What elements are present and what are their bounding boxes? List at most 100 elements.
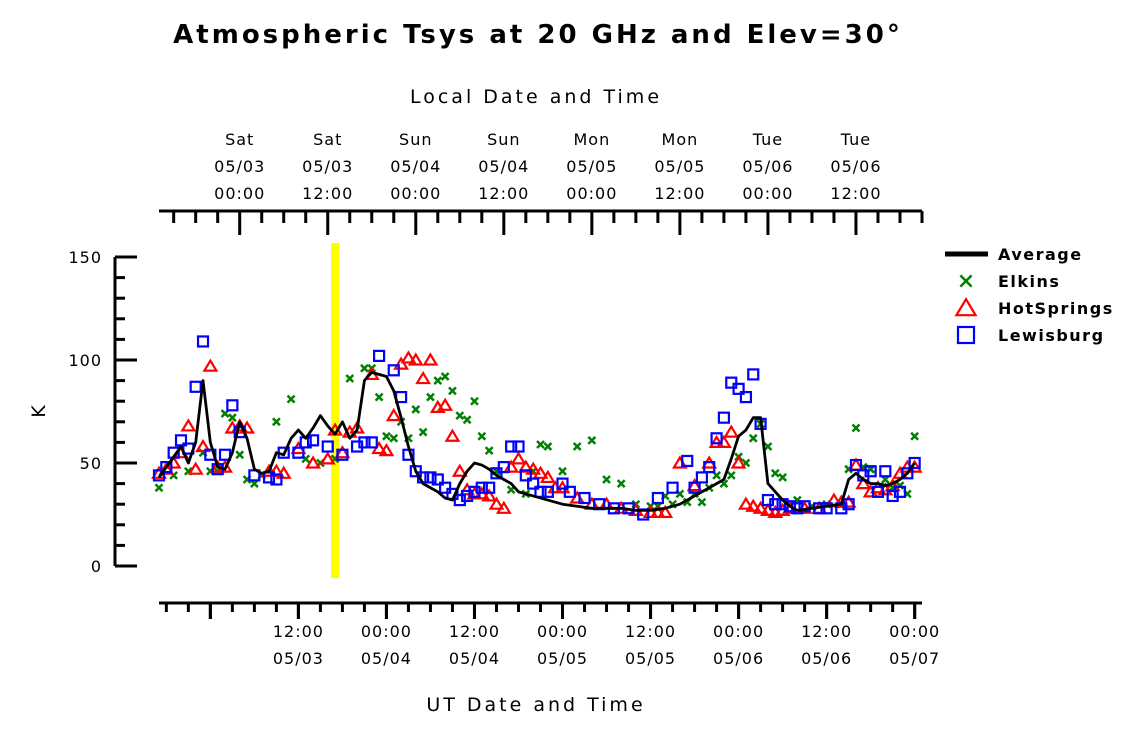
bottom-tick-time: 12:00 [273, 622, 324, 641]
point-hotsprings [737, 496, 754, 510]
point-lewisburg [769, 498, 782, 511]
point-elkins [462, 415, 472, 425]
point-lewisburg [424, 471, 437, 484]
point-hotsprings [752, 500, 769, 514]
point-lewisburg [336, 448, 349, 461]
point-elkins [697, 497, 707, 507]
top-tick-labels: Sat 05/03 00:00 Sat 05/03 12:00 Sun 05/04 00:00 S… [214, 130, 880, 203]
bottom-tick-time: 00:00 [889, 622, 940, 641]
top-tick-date: 05/05 [566, 157, 617, 176]
bottom-tick-date: 05/06 [801, 649, 852, 668]
point-elkins [440, 372, 450, 381]
point-lewisburg [160, 461, 173, 474]
point-hotsprings [649, 504, 666, 519]
point-elkins [558, 466, 567, 476]
top-tick-time: 00:00 [390, 184, 441, 203]
point-elkins [572, 442, 582, 451]
bottom-tick-time: 00:00 [713, 622, 764, 641]
point-lewisburg [505, 440, 518, 453]
point-elkins [770, 468, 780, 478]
bottom-tick-time: 12:00 [801, 622, 852, 641]
point-hotsprings [715, 434, 732, 448]
point-hotsprings [532, 465, 549, 479]
point-elkins [235, 450, 245, 460]
bottom-tick-time: 00:00 [361, 622, 412, 641]
bottom-tick-time: 00:00 [537, 622, 588, 641]
point-lewisburg [556, 477, 569, 490]
point-hotsprings [202, 358, 219, 372]
point-lewisburg [681, 454, 694, 468]
legend-label: Lewisburg [998, 326, 1105, 345]
point-elkins [382, 431, 391, 441]
point-elkins [587, 435, 597, 445]
point-elkins [543, 442, 553, 451]
top-tick-time: 00:00 [214, 184, 265, 203]
point-elkins [536, 440, 545, 449]
point-elkins [448, 386, 457, 396]
top-tick-date: 05/06 [742, 157, 793, 176]
point-hotsprings [268, 463, 285, 477]
point-hotsprings [385, 407, 402, 422]
point-elkins [272, 417, 281, 427]
point-elkins [227, 413, 237, 423]
point-hotsprings [195, 438, 211, 453]
top-tick-date: 05/03 [214, 157, 265, 176]
point-lewisburg [864, 465, 877, 478]
bottom-tick-date: 05/06 [713, 649, 764, 668]
legend-swatch-hotsprings [954, 297, 978, 317]
bottom-tick-date: 05/03 [273, 649, 324, 668]
point-lewisburg [196, 335, 210, 348]
point-lewisburg [871, 485, 885, 498]
bottom-tick-time: 12:00 [625, 622, 676, 641]
point-elkins [477, 431, 487, 441]
point-lewisburg [519, 469, 532, 482]
bottom-tick-date: 05/07 [889, 649, 940, 668]
point-lewisburg [783, 500, 797, 513]
point-elkins [616, 479, 626, 488]
point-elkins [389, 433, 399, 443]
point-lewisburg [563, 485, 576, 498]
top-tick-day: Sun [487, 130, 520, 149]
point-elkins [426, 392, 435, 402]
top-tick-day: Sat [225, 130, 254, 149]
point-hotsprings [305, 455, 322, 469]
y-tick-label: 100 [68, 351, 102, 370]
y-tick-labels: 0 50 100 150 [68, 248, 102, 576]
top-tick-time: 00:00 [566, 184, 617, 203]
point-hotsprings [451, 463, 468, 477]
legend-item-lewisburg: Lewisburg [956, 325, 1105, 345]
legend-item-elkins: Elkins [959, 272, 1059, 291]
point-lewisburg [527, 477, 540, 490]
point-lewisburg [739, 390, 753, 404]
point-elkins [602, 475, 611, 484]
point-lewisburg [901, 467, 914, 480]
point-lewisburg [849, 458, 863, 472]
y-tick-label: 50 [80, 454, 102, 473]
point-hotsprings [275, 465, 292, 479]
point-elkins [411, 405, 421, 414]
point-hotsprings [481, 488, 498, 502]
point-hotsprings [495, 500, 512, 514]
chart-title: Atmospheric Tsys at 20 GHz and Elev=30° [173, 20, 903, 50]
legend-item-average: Average [945, 245, 1081, 264]
point-lewisburg [717, 411, 731, 424]
top-tick-time: 00:00 [742, 184, 793, 203]
point-hotsprings [422, 352, 439, 366]
bottom-tick-date: 05/04 [449, 649, 500, 668]
point-lewisburg [578, 491, 591, 505]
point-lewisburg [651, 491, 664, 505]
point-lewisburg [879, 465, 892, 478]
highlight-band [331, 243, 340, 578]
top-tick-date: 05/04 [390, 157, 441, 176]
point-lewisburg [439, 481, 452, 494]
point-lewisburg [710, 432, 723, 445]
bottom-tick-time: 12:00 [449, 622, 500, 641]
bottom-tick-date: 05/05 [537, 649, 588, 668]
point-lewisburg [483, 481, 496, 494]
point-lewisburg [497, 461, 510, 474]
point-lewisburg [798, 500, 811, 513]
legend-swatch-lewisburg [956, 325, 976, 345]
point-hotsprings [180, 418, 197, 432]
legend-swatch-elkins [959, 274, 973, 288]
